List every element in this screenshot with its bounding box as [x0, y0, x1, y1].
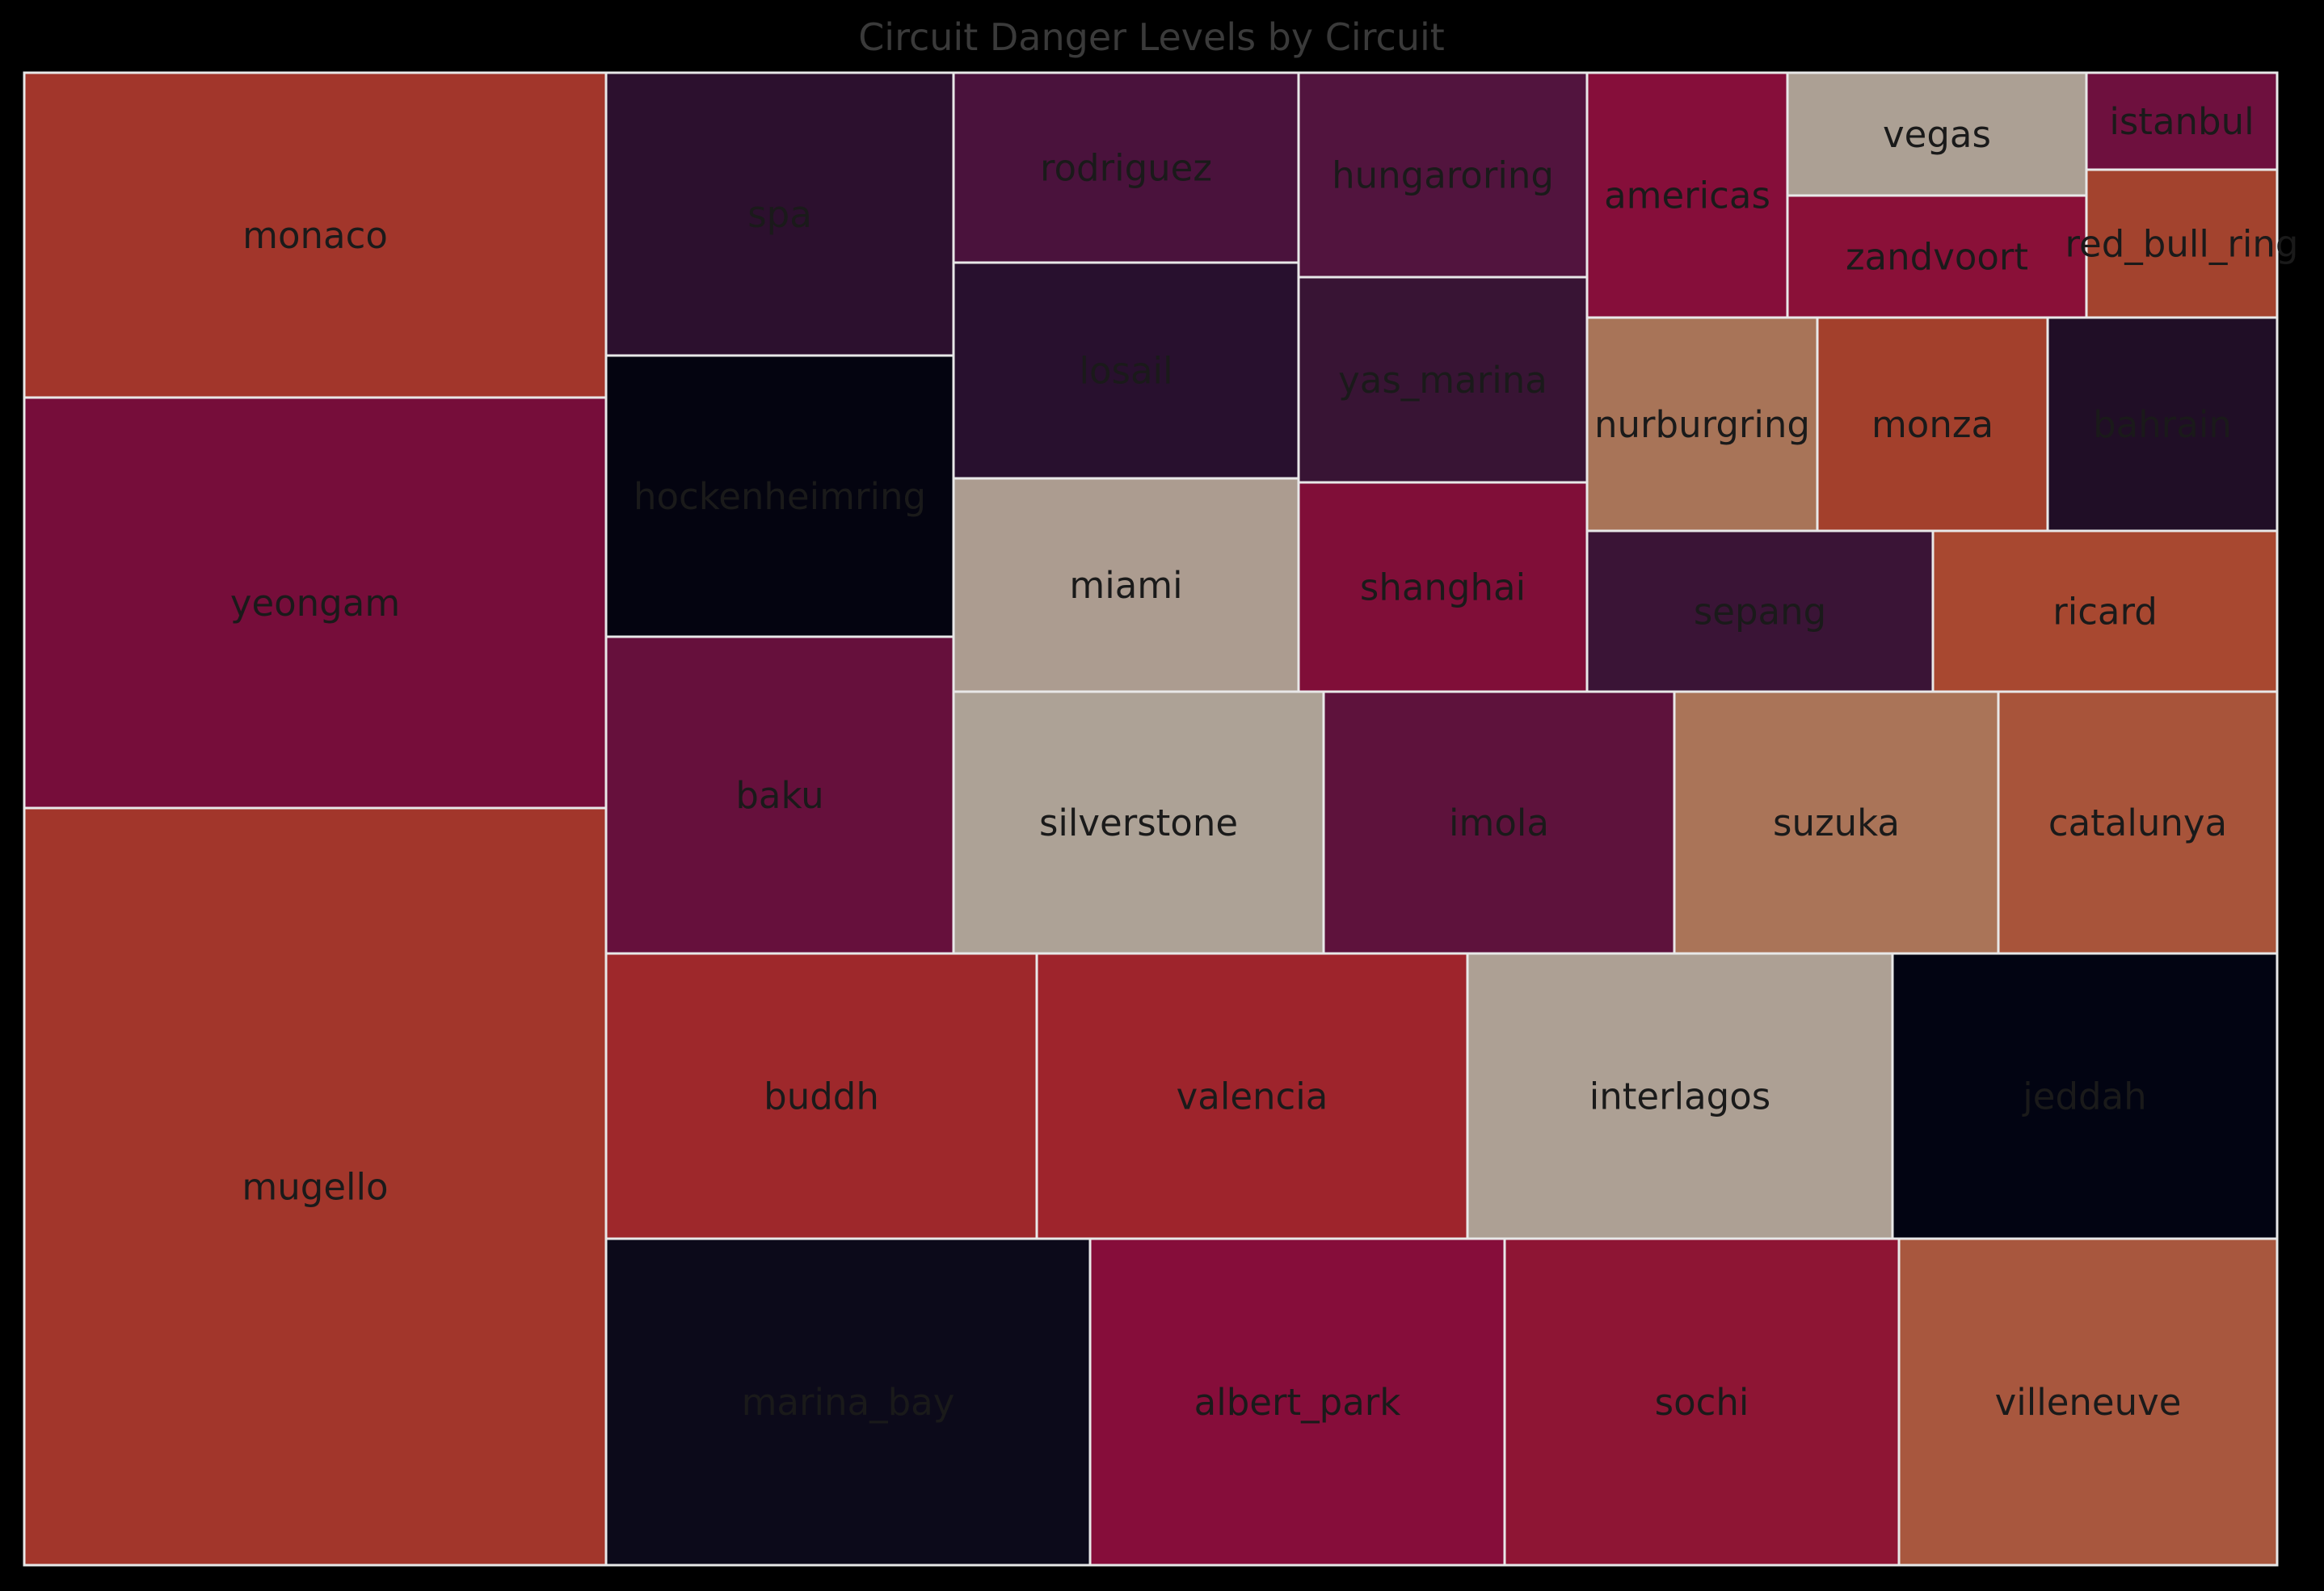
- tile-rect: [1503, 1237, 1901, 1567]
- tile-rect: [2085, 168, 2279, 319]
- tile-rect: [1997, 690, 2279, 955]
- tile-interlagos: interlagos: [1466, 952, 1894, 1240]
- tile-label: red_bull_ring: [2065, 223, 2299, 266]
- tile-label: catalunya: [2048, 802, 2227, 844]
- tile-label: albert_park: [1194, 1381, 1401, 1424]
- tile-monza: monza: [1816, 316, 2049, 532]
- tile-label: miami: [1069, 564, 1182, 607]
- tile-label: yas_marina: [1338, 359, 1547, 402]
- tile-rect: [23, 396, 608, 810]
- tile-rect: [23, 806, 608, 1567]
- tile-rect: [1891, 952, 2279, 1240]
- tile-catalunya: catalunya: [1997, 690, 2279, 955]
- tile-hockenheimring: hockenheimring: [604, 354, 955, 638]
- tile-zandvoort: zandvoort: [1786, 194, 2088, 319]
- tile-rect: [1816, 316, 2049, 532]
- tile-rect: [952, 690, 1325, 955]
- tile-rect: [1297, 481, 1589, 693]
- tile-label: baku: [735, 774, 823, 817]
- tile-label: bahrain: [2093, 403, 2232, 446]
- tile-rect: [952, 71, 1300, 264]
- tile-label: sochi: [1655, 1381, 1749, 1424]
- tile-mugello: mugello: [23, 806, 608, 1567]
- tile-buddh: buddh: [604, 952, 1038, 1240]
- tile-label: nurburgring: [1594, 403, 1810, 446]
- tile-losail: losail: [952, 261, 1300, 480]
- tile-label: marina_bay: [742, 1381, 955, 1424]
- tile-bahrain: bahrain: [2046, 316, 2279, 532]
- tile-rect: [952, 261, 1300, 480]
- tile-rect: [1786, 194, 2088, 319]
- tile-label: sepang: [1694, 591, 1826, 633]
- tile-rect: [604, 71, 955, 357]
- tile-vegas: vegas: [1786, 71, 2088, 197]
- tile-yeongam: yeongam: [23, 396, 608, 810]
- tile-marina-bay: marina_bay: [604, 1237, 1092, 1567]
- tile-rect: [1585, 71, 1789, 319]
- tile-label: americas: [1604, 175, 1770, 217]
- tile-label: silverstone: [1039, 802, 1238, 844]
- tile-label: zandvoort: [1846, 236, 2028, 279]
- tile-rect: [1297, 71, 1589, 279]
- tile-rect: [1322, 690, 1676, 955]
- tile-label: imola: [1449, 802, 1549, 844]
- tile-albert-park: albert_park: [1088, 1237, 1506, 1567]
- tile-rect: [1897, 1237, 2279, 1567]
- tile-sepang: sepang: [1585, 529, 1935, 693]
- tile-rect: [1585, 529, 1935, 693]
- tile-label: hungaroring: [1332, 154, 1554, 197]
- tile-istanbul: istanbul: [2085, 71, 2279, 171]
- tile-label: shanghai: [1360, 566, 1526, 609]
- tile-label: spa: [747, 193, 812, 236]
- tile-label: losail: [1079, 350, 1173, 393]
- tile-monaco: monaco: [23, 71, 608, 399]
- tile-label: villeneuve: [1995, 1381, 2182, 1424]
- tile-label: mugello: [242, 1166, 388, 1209]
- tile-jeddah: jeddah: [1891, 952, 2279, 1240]
- tile-rect: [1466, 952, 1894, 1240]
- tile-suzuka: suzuka: [1673, 690, 2000, 955]
- tile-red-bull-ring: red_bull_ring: [2065, 168, 2299, 319]
- tile-label: monza: [1871, 403, 1994, 446]
- tile-ricard: ricard: [1931, 529, 2279, 693]
- tile-shanghai: shanghai: [1297, 481, 1589, 693]
- chart-title: Circuit Danger Levels by Circuit: [858, 15, 1445, 59]
- tile-label: ricard: [2052, 591, 2158, 633]
- tile-rodriguez: rodriguez: [952, 71, 1300, 264]
- tile-rect: [23, 71, 608, 399]
- tile-valencia: valencia: [1035, 952, 1469, 1240]
- tile-nurburgring: nurburgring: [1585, 316, 1819, 532]
- tile-label: jeddah: [2022, 1075, 2146, 1118]
- tile-label: buddh: [764, 1075, 879, 1118]
- tile-label: interlagos: [1589, 1075, 1770, 1118]
- tile-rect: [952, 477, 1300, 693]
- tile-sochi: sochi: [1503, 1237, 1901, 1567]
- tile-rect: [1931, 529, 2279, 693]
- tile-label: vegas: [1883, 113, 1991, 156]
- tile-label: valencia: [1177, 1075, 1328, 1118]
- tile-label: monaco: [242, 214, 388, 257]
- tile-rect: [2085, 71, 2279, 171]
- tile-villeneuve: villeneuve: [1897, 1237, 2279, 1567]
- tile-rect: [1786, 71, 2088, 197]
- tile-label: rodriguez: [1040, 147, 1212, 190]
- tile-rect: [1585, 316, 1819, 532]
- tile-rect: [2046, 316, 2279, 532]
- tile-spa: spa: [604, 71, 955, 357]
- tile-yas-marina: yas_marina: [1297, 276, 1589, 484]
- tile-label: yeongam: [230, 582, 400, 625]
- tile-americas: americas: [1585, 71, 1789, 319]
- tile-rect: [604, 1237, 1092, 1567]
- tile-label: suzuka: [1773, 802, 1900, 844]
- tile-imola: imola: [1322, 690, 1676, 955]
- tile-rect: [1673, 690, 2000, 955]
- tile-hungaroring: hungaroring: [1297, 71, 1589, 279]
- tile-silverstone: silverstone: [952, 690, 1325, 955]
- tile-baku: baku: [604, 635, 955, 955]
- tile-label: istanbul: [2109, 100, 2254, 143]
- treemap-tiles: monaco yeongam mugello spa hockenheimring bak…: [23, 71, 2299, 1567]
- tile-miami: miami: [952, 477, 1300, 693]
- tile-label: hockenheimring: [634, 475, 926, 518]
